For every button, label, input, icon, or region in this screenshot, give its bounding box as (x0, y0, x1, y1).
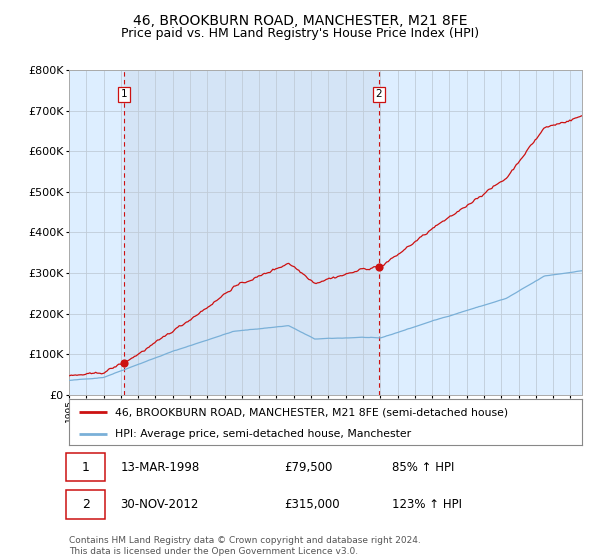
Text: 13-MAR-1998: 13-MAR-1998 (121, 460, 200, 474)
FancyBboxPatch shape (67, 491, 105, 519)
Text: 30-NOV-2012: 30-NOV-2012 (121, 498, 199, 511)
Text: 46, BROOKBURN ROAD, MANCHESTER, M21 8FE (semi-detached house): 46, BROOKBURN ROAD, MANCHESTER, M21 8FE … (115, 407, 508, 417)
Point (374, 263, 383, 272)
FancyBboxPatch shape (67, 453, 105, 481)
Text: £79,500: £79,500 (284, 460, 333, 474)
Text: 123% ↑ HPI: 123% ↑ HPI (392, 498, 462, 511)
Bar (124, 70, 379, 395)
Text: Price paid vs. HM Land Registry's House Price Index (HPI): Price paid vs. HM Land Registry's House … (121, 27, 479, 40)
Text: 85% ↑ HPI: 85% ↑ HPI (392, 460, 455, 474)
Text: HPI: Average price, semi-detached house, Manchester: HPI: Average price, semi-detached house,… (115, 429, 411, 438)
Text: 2: 2 (82, 498, 90, 511)
Point (119, 358, 129, 367)
Text: Contains HM Land Registry data © Crown copyright and database right 2024.
This d: Contains HM Land Registry data © Crown c… (69, 536, 421, 556)
Text: 1: 1 (121, 90, 127, 99)
Text: 46, BROOKBURN ROAD, MANCHESTER, M21 8FE: 46, BROOKBURN ROAD, MANCHESTER, M21 8FE (133, 14, 467, 28)
Text: £315,000: £315,000 (284, 498, 340, 511)
Text: 2: 2 (376, 90, 382, 99)
Text: 1: 1 (82, 460, 90, 474)
